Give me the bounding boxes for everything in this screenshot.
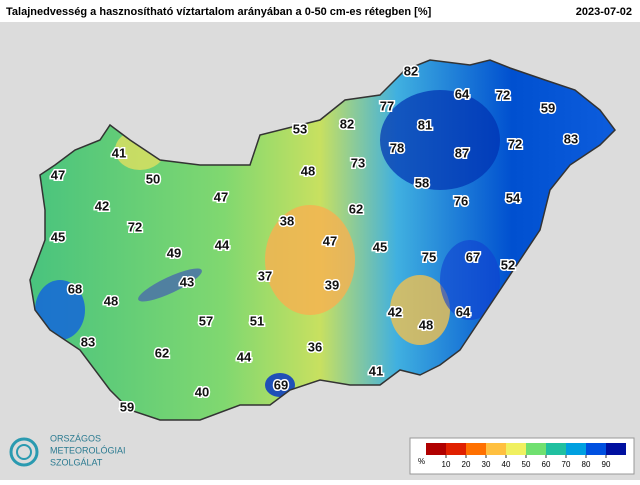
legend-tick-label: 20 bbox=[462, 460, 471, 469]
legend-swatch bbox=[546, 443, 566, 455]
legend-swatch bbox=[586, 443, 606, 455]
station-value: 41 bbox=[112, 145, 126, 160]
station-value: 40 bbox=[195, 384, 209, 399]
station-value: 42 bbox=[388, 304, 402, 319]
station-value: 51 bbox=[250, 313, 264, 328]
legend-swatch bbox=[566, 443, 586, 455]
station-value: 87 bbox=[455, 145, 469, 160]
station-value: 49 bbox=[167, 245, 181, 260]
date: 2023-07-02 bbox=[576, 6, 632, 18]
station-value: 48 bbox=[104, 293, 118, 308]
station-value: 72 bbox=[128, 219, 142, 234]
station-value: 39 bbox=[325, 277, 339, 292]
station-value: 78 bbox=[390, 140, 404, 155]
station-value: 57 bbox=[199, 313, 213, 328]
station-value: 52 bbox=[501, 257, 515, 272]
station-value: 41 bbox=[369, 363, 383, 378]
station-value: 44 bbox=[215, 237, 230, 252]
legend-swatch bbox=[426, 443, 446, 455]
station-value: 37 bbox=[258, 268, 272, 283]
station-value: 64 bbox=[455, 86, 470, 101]
station-value: 44 bbox=[237, 349, 252, 364]
station-value: 59 bbox=[541, 100, 555, 115]
title: Talajnedvesség a hasznosítható víztartal… bbox=[6, 6, 432, 18]
station-value: 42 bbox=[95, 198, 109, 213]
station-value: 82 bbox=[340, 116, 354, 131]
legend-swatch bbox=[486, 443, 506, 455]
station-value: 73 bbox=[351, 155, 365, 170]
station-labels: 82 64 72 59 77 82 81 53 83 78 87 72 73 41 48 50 47 58 47 42… bbox=[49, 62, 579, 416]
legend-tick-label: 40 bbox=[502, 460, 511, 469]
legend: % 10 20 30 40 50 60 70 80 90 bbox=[409, 437, 635, 475]
legend-tick-label: 70 bbox=[562, 460, 571, 469]
station-value: 48 bbox=[419, 317, 433, 332]
legend-tick-label: 90 bbox=[602, 460, 611, 469]
station-value: 72 bbox=[496, 87, 510, 102]
station-value: 45 bbox=[51, 229, 65, 244]
legend-tick-label: 80 bbox=[582, 460, 591, 469]
logo-text: ORSZÁGOS bbox=[50, 433, 101, 443]
legend-swatch bbox=[506, 443, 526, 455]
logo-text: METEOROLÓGIAI bbox=[50, 445, 126, 455]
station-value: 62 bbox=[155, 345, 169, 360]
legend-tick-label: 30 bbox=[482, 460, 491, 469]
station-value: 45 bbox=[373, 239, 387, 254]
station-value: 83 bbox=[564, 131, 578, 146]
station-value: 69 bbox=[274, 377, 288, 392]
station-value: 47 bbox=[214, 189, 228, 204]
legend-tick-label: 60 bbox=[542, 460, 551, 469]
station-value: 77 bbox=[380, 98, 394, 113]
station-value: 76 bbox=[454, 193, 468, 208]
station-value: 58 bbox=[415, 175, 429, 190]
legend-tick-label: 10 bbox=[442, 460, 451, 469]
station-value: 59 bbox=[120, 399, 134, 414]
legend-swatch bbox=[526, 443, 546, 455]
station-value: 38 bbox=[280, 213, 294, 228]
station-value: 82 bbox=[404, 63, 418, 78]
station-value: 75 bbox=[422, 249, 436, 264]
logo-text: SZOLGÁLAT bbox=[50, 457, 103, 467]
station-value: 62 bbox=[349, 201, 363, 216]
title-bar bbox=[0, 0, 640, 22]
station-value: 47 bbox=[323, 233, 337, 248]
legend-swatch bbox=[466, 443, 486, 455]
station-value: 81 bbox=[418, 117, 432, 132]
station-value: 47 bbox=[51, 167, 65, 182]
station-value: 43 bbox=[180, 274, 194, 289]
station-value: 72 bbox=[508, 136, 522, 151]
station-value: 54 bbox=[506, 190, 521, 205]
legend-swatch bbox=[606, 443, 626, 455]
legend-unit: % bbox=[418, 457, 425, 466]
station-value: 48 bbox=[301, 163, 315, 178]
station-value: 83 bbox=[81, 334, 95, 349]
station-value: 53 bbox=[293, 121, 307, 136]
station-value: 68 bbox=[68, 281, 82, 296]
legend-swatch bbox=[446, 443, 466, 455]
station-value: 64 bbox=[456, 304, 471, 319]
station-value: 50 bbox=[146, 171, 160, 186]
station-value: 36 bbox=[308, 339, 322, 354]
station-value: 67 bbox=[466, 249, 480, 264]
logo: ORSZÁGOS METEOROLÓGIAI SZOLGÁLAT bbox=[9, 433, 126, 467]
legend-tick-label: 50 bbox=[522, 460, 531, 469]
